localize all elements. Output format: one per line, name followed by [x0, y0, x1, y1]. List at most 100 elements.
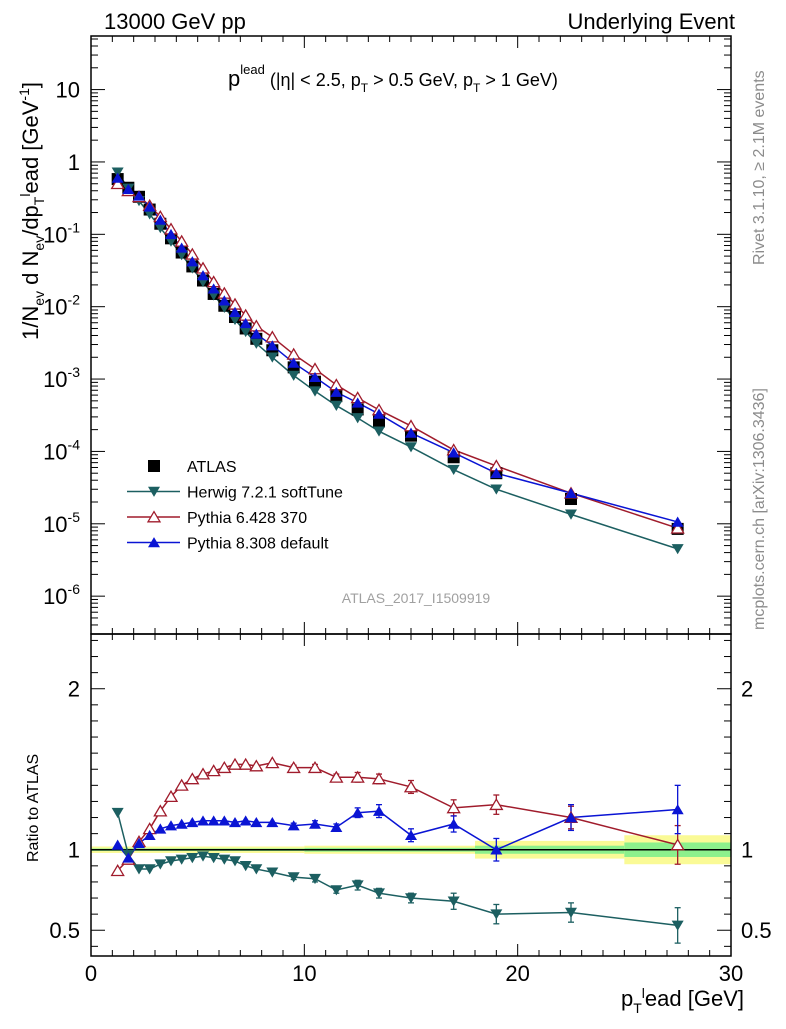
ratio-series-line	[116, 812, 678, 927]
ratio-data-point	[186, 816, 199, 828]
ratio-y-tick-label: 0.5	[49, 918, 80, 943]
main-ylabel: 1/Nev d Nev/dpTlead [GeV-1]	[16, 82, 47, 340]
ratio-data-point	[111, 807, 124, 819]
plot-title: plead (|η| < 2.5, pT > 0.5 GeV, pT > 1 G…	[228, 62, 558, 95]
ratio-data-point	[489, 797, 504, 811]
ratio-data-point	[405, 893, 417, 904]
legend-marker	[148, 486, 160, 497]
main-data-point	[351, 397, 364, 408]
y-tick-label: 10-3	[43, 364, 80, 392]
main-data-point	[111, 167, 124, 178]
ratio-data-point	[403, 780, 419, 793]
x-tick-label: 30	[719, 961, 743, 986]
main-series-line	[117, 183, 678, 529]
ratio-data-point	[165, 820, 177, 831]
ratio-data-point	[329, 770, 344, 783]
ratio-y-tick-label-right: 2	[741, 677, 753, 702]
main-data-point	[447, 447, 460, 458]
main-data-point	[373, 408, 385, 419]
main-data-point	[447, 464, 460, 476]
ratio-data-point	[143, 829, 156, 841]
ratio-data-point	[111, 839, 124, 850]
ratio-data-point	[405, 829, 417, 841]
legend-marker	[148, 460, 160, 472]
ratio-data-point	[143, 864, 156, 875]
legend-label: Pythia 6.428 370	[187, 510, 307, 527]
ratio-data-point	[266, 867, 279, 878]
ratio-data-point	[287, 820, 300, 831]
y-tick-label: 10-6	[43, 581, 80, 609]
ratio-data-point	[163, 789, 179, 803]
ratio-y-tick-label-right: 0.5	[741, 918, 772, 943]
ratio-data-point	[239, 861, 252, 872]
ratio-data-point	[446, 801, 461, 814]
main-data-point	[670, 521, 685, 534]
ratio-data-point	[133, 837, 145, 849]
header-right: Underlying Event	[567, 9, 735, 34]
ratio-data-point	[175, 818, 188, 829]
ratio-data-point	[330, 885, 343, 896]
main-data-point	[239, 326, 252, 338]
main-data-point	[287, 357, 300, 368]
y-tick-label: 10-4	[43, 436, 80, 464]
x-tick-label: 0	[85, 961, 97, 986]
main-data-point	[218, 295, 231, 306]
ratio-data-point	[309, 873, 321, 885]
header-left: 13000 GeV pp	[104, 9, 246, 34]
main-data-point	[111, 172, 124, 183]
main-data-point	[373, 426, 385, 437]
main-data-point	[309, 371, 321, 383]
x-tick-label: 10	[292, 961, 316, 986]
x-tick-label: 20	[505, 961, 529, 986]
ratio-data-point	[250, 816, 263, 828]
ratio-data-point	[351, 807, 364, 818]
main-data-point	[239, 317, 252, 329]
main-data-point	[330, 400, 343, 411]
ratio-data-point	[197, 815, 209, 826]
ratio-data-point	[350, 770, 365, 783]
ratio-data-point	[371, 772, 387, 785]
ratio-data-point	[133, 864, 145, 875]
ratio-data-point	[206, 764, 221, 777]
main-data-point	[565, 509, 577, 520]
ratio-data-point	[110, 863, 125, 877]
main-data-point	[565, 487, 577, 498]
legend-label: ATLAS	[187, 459, 237, 476]
legend-label: Pythia 8.308 default	[187, 536, 329, 553]
y-tick-label: 10-1	[43, 219, 80, 247]
main-data-point	[229, 314, 241, 326]
ratio-y-tick-label: 1	[68, 838, 80, 863]
markers-group	[110, 167, 685, 931]
ratio-data-point	[373, 888, 385, 899]
main-data-point	[143, 209, 156, 220]
y-tick-label: 10	[56, 78, 80, 103]
ratio-data-point	[239, 815, 252, 826]
main-data-point	[229, 306, 241, 317]
y-tick-label: 10-5	[43, 509, 80, 537]
xlabel: pTlead [GeV]	[621, 985, 744, 1016]
legend-label: Herwig 7.2.1 softTune	[187, 485, 343, 502]
main-data-point	[133, 190, 145, 201]
ratio-data-point	[197, 851, 209, 862]
main-data-point	[671, 516, 684, 527]
main-data-point	[175, 242, 188, 253]
ratio-data-point	[265, 756, 280, 769]
main-data-point	[287, 370, 300, 381]
ratio-data-point	[447, 818, 460, 829]
ratio-data-point	[490, 909, 503, 920]
ratio-data-point	[671, 920, 684, 931]
ratio-data-point	[122, 852, 135, 863]
ratio-data-point	[153, 804, 168, 817]
ratio-data-point	[238, 757, 253, 770]
ratio-data-point	[154, 823, 167, 834]
ratio-y-tick-label-right: 1	[741, 838, 753, 863]
ratio-data-point	[565, 812, 577, 823]
ratio-data-point	[266, 816, 279, 828]
ratio-data-point	[229, 856, 241, 867]
y-tick-label: 1	[68, 150, 80, 175]
ratio-data-point	[309, 818, 321, 829]
main-data-point	[207, 283, 220, 294]
ratio-frame	[90, 633, 732, 957]
ratio-data-point	[218, 854, 231, 865]
ratio-data-point	[565, 907, 577, 918]
